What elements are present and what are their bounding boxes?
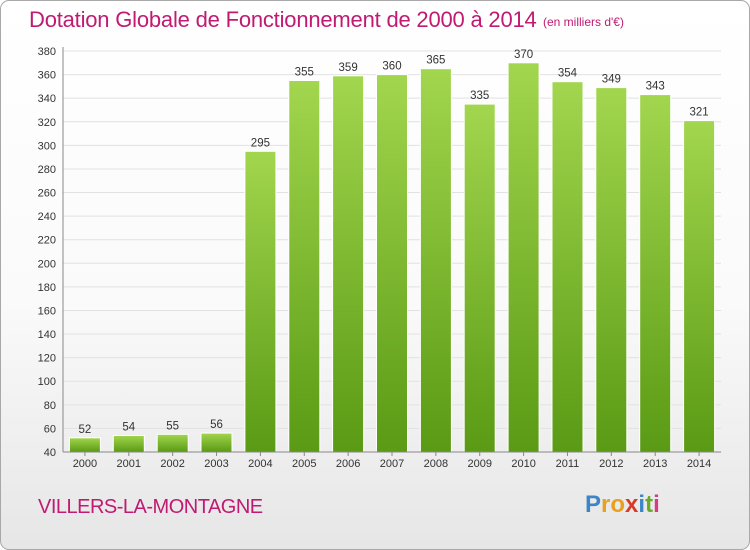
bar-2000	[68, 437, 101, 453]
bar-2006	[332, 75, 365, 453]
bar-2011	[551, 81, 584, 453]
y-tick-label: 280	[38, 164, 56, 176]
x-tick-label: 2013	[643, 458, 667, 470]
x-tick-label: 2010	[511, 458, 535, 470]
x-tick-label: 2007	[380, 458, 404, 470]
bar-2003	[200, 432, 233, 453]
data-label: 335	[470, 90, 489, 102]
chart-title: Dotation Globale de Fonctionnement de 20…	[29, 7, 537, 32]
bar-2004	[244, 150, 277, 453]
chart-subtitle: (en milliers d'€)	[543, 15, 624, 29]
bar-2012	[595, 87, 628, 453]
y-tick-label: 60	[44, 423, 56, 435]
data-label: 360	[382, 61, 401, 73]
y-tick-label: 220	[38, 235, 56, 247]
y-tick-label: 200	[38, 258, 56, 270]
data-labels: 52 54 55 56 295 355 359 360 365 335 370 354 349 343 32…	[79, 49, 709, 436]
data-label: 295	[251, 137, 270, 149]
y-tick-label: 300	[38, 140, 56, 152]
y-tick-label: 40	[44, 447, 56, 459]
x-tick-label: 2003	[204, 458, 228, 470]
data-label: 354	[558, 68, 578, 80]
y-tick-label: 320	[38, 117, 56, 129]
proxiti-logo: Proxiti	[585, 491, 660, 519]
logo-letter: x	[625, 491, 639, 518]
y-tick-label: 380	[38, 46, 56, 58]
y-tick-label: 100	[38, 376, 56, 388]
logo-letter: P	[585, 491, 602, 518]
commune-name: VILLERS-LA-MONTAGNE	[38, 496, 263, 518]
data-label: 321	[689, 107, 708, 119]
y-tick-label: 260	[38, 188, 56, 200]
x-tick-labels: 2000 2001 2002 2003 2004 2005 2006 2007 2008 2009…	[73, 458, 712, 470]
data-label: 370	[514, 49, 533, 61]
bar-2007	[376, 74, 408, 453]
data-label: 55	[166, 420, 179, 432]
data-label: 349	[602, 74, 621, 86]
data-label: 359	[339, 62, 358, 74]
data-label: 56	[210, 419, 223, 431]
y-tick-label: 180	[38, 282, 56, 294]
x-tick-label: 2000	[73, 458, 97, 470]
x-tick-label: 2011	[556, 458, 580, 470]
logo-letter: t	[645, 491, 654, 518]
x-tick-label: 2005	[292, 458, 316, 470]
bar-2013	[639, 94, 672, 453]
y-tick-label: 120	[38, 353, 56, 365]
y-tick-label: 360	[38, 70, 56, 82]
bar-2002	[156, 433, 189, 453]
x-tick-label: 2012	[599, 458, 623, 470]
x-tick-label: 2001	[117, 458, 141, 470]
y-tick-label: 140	[38, 329, 56, 341]
x-tick-label: 2009	[467, 458, 491, 470]
x-tick-label: 2002	[160, 458, 184, 470]
bar-2009	[463, 103, 496, 453]
data-label: 343	[646, 81, 665, 93]
x-tick-label: 2006	[336, 458, 360, 470]
logo-letter: r	[601, 491, 611, 518]
bar-2005	[288, 80, 321, 453]
bar-2001	[112, 435, 145, 453]
bars	[68, 62, 716, 453]
data-label: 365	[426, 55, 445, 67]
y-tick-label: 160	[38, 305, 56, 317]
logo-letter: o	[610, 491, 626, 518]
bar-2010	[507, 62, 540, 453]
axes	[62, 47, 721, 456]
y-tick-label: 80	[44, 400, 56, 412]
x-tick-label: 2004	[248, 458, 272, 470]
y-tick-label: 340	[38, 93, 56, 105]
bar-2008	[419, 68, 452, 453]
data-label: 52	[79, 424, 92, 436]
bar-2014	[683, 120, 716, 453]
y-tick-label: 240	[38, 211, 56, 223]
y-tick-labels: 40 60 80 100 120 140 160 180 200 220 240 260 280 300 3…	[38, 46, 56, 459]
data-label: 355	[295, 66, 314, 78]
logo-letter: i	[638, 491, 646, 518]
data-label: 54	[122, 421, 135, 433]
x-tick-label: 2014	[687, 458, 711, 470]
x-tick-label: 2008	[424, 458, 448, 470]
logo-letter: i	[653, 491, 660, 518]
